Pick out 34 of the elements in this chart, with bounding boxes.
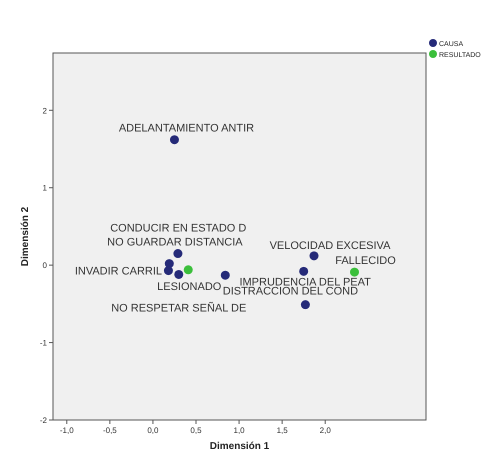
annotation: FALLECIDO: [335, 255, 396, 268]
y-tick-label: 2: [42, 106, 48, 116]
annotation: DISTRACCION DEL COND: [222, 286, 358, 298]
point: [164, 266, 173, 276]
annotation: VELOCIDAD EXCESIVA: [270, 240, 392, 252]
point: [170, 135, 179, 144]
annotation: NO RESPETAR SEÑAL DE: [111, 301, 246, 314]
point: [220, 270, 230, 280]
y-axis-title: Dimensión 2: [20, 206, 31, 266]
point: [300, 300, 310, 310]
annotation: IMPRUDENCIA DEL PEAT: [239, 276, 372, 288]
x-tick-label: 0,5: [190, 426, 202, 435]
point: [299, 266, 308, 276]
x-tick-label: -0,5: [102, 426, 118, 435]
y-tick-label: 0: [42, 261, 48, 270]
point: [184, 265, 193, 274]
point: [350, 268, 359, 277]
x-tick-label: -1,0: [60, 426, 74, 435]
y-tick-label: -2: [40, 416, 48, 425]
x-tick-label: 1,5: [276, 426, 288, 435]
annotation: CONDUCIR EN ESTADO D: [110, 222, 246, 235]
x-tick-label: 0,0: [147, 426, 160, 435]
x-tick-label: 2,0: [320, 426, 332, 435]
y-tick-label: 1: [42, 184, 48, 193]
annotation: INVADIR CARRIL: [74, 266, 162, 278]
annotation: ADELANTAMIENTO ANTIR: [118, 122, 254, 135]
x-tick-label: 1,0: [234, 426, 246, 435]
x-axis-title: Dimensión 1: [210, 441, 270, 452]
point: [173, 249, 182, 258]
annotation: LESIONADO: [157, 280, 222, 293]
annotation: NO GUARDAR DISTANCIA: [107, 236, 244, 249]
point: [310, 251, 319, 260]
point: [174, 270, 184, 279]
y-tick-label: -1: [40, 338, 48, 348]
